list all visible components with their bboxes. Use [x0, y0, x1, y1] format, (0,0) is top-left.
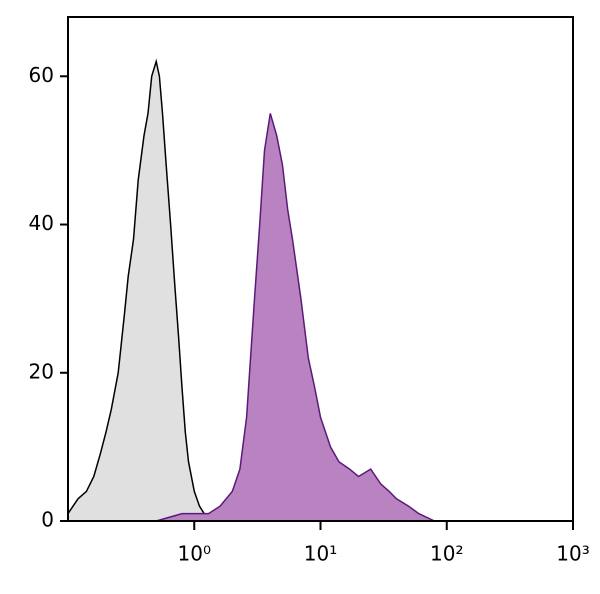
x-tick-label: 10²: [430, 542, 463, 566]
x-tick-label: 10¹: [304, 542, 337, 566]
y-tick-label: 0: [41, 508, 54, 532]
y-tick-label: 40: [29, 211, 54, 235]
line: [155, 113, 435, 522]
y-tick-label: 20: [29, 359, 54, 383]
line: [67, 58, 210, 522]
area: [68, 61, 209, 521]
area: [156, 113, 435, 522]
x-tick-label: 10⁰: [178, 542, 211, 566]
y-tick-label: 60: [29, 63, 54, 87]
x-tick-label: 10³: [556, 542, 589, 566]
